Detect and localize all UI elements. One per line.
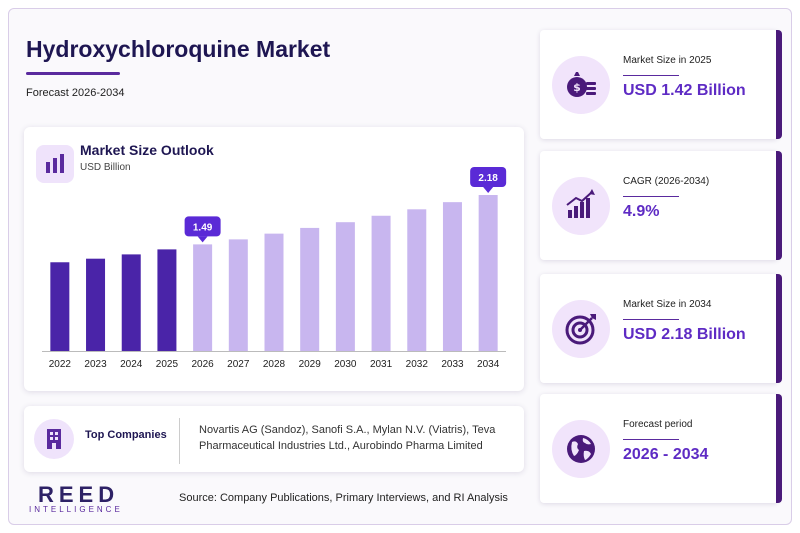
page-subtitle: Forecast 2026-2034 <box>26 87 125 99</box>
kpi-rule <box>623 196 679 197</box>
x-tick-label: 2024 <box>120 359 143 370</box>
x-tick-label: 2026 <box>191 359 214 370</box>
kpi-rule <box>623 439 679 440</box>
value-callout-2034: 2.18 <box>470 167 507 193</box>
x-tick-label: 2034 <box>477 359 500 370</box>
kpi-card-market-size-2025: $ Market Size in 2025 USD 1.42 Billion <box>540 30 782 139</box>
bar-2023 <box>86 258 106 351</box>
x-tick-label: 2025 <box>156 359 179 370</box>
kpi-label: Market Size in 2034 <box>623 299 712 310</box>
value-callout-2026: 1.49 <box>184 216 221 243</box>
kpi-rule <box>623 319 679 320</box>
bar-chart: 2022 2023 2024 2025 2026 2027 2028 2029 2030 2031… <box>42 167 507 370</box>
kpi-label: Forecast period <box>623 419 693 430</box>
bar-2030 <box>335 222 355 351</box>
chart-title: Market Size Outlook <box>80 142 214 158</box>
kpi-card-market-size-2034: Market Size in 2034 USD 2.18 Billion <box>540 274 782 383</box>
kpi-value: 2026 - 2034 <box>623 446 709 463</box>
x-tick-label: 2022 <box>49 359 72 370</box>
top-companies-label: Top Companies <box>85 429 167 441</box>
globe-icon <box>552 420 610 478</box>
x-tick-label: 2027 <box>227 359 250 370</box>
brand-logo: REED <box>38 482 120 507</box>
money-bag-icon: $ <box>552 56 610 114</box>
target-icon <box>552 300 610 358</box>
kpi-value: USD 1.42 Billion <box>623 82 746 99</box>
bar-2032 <box>407 209 427 351</box>
kpi-card-cagr: CAGR (2026-2034) 4.9% <box>540 151 782 260</box>
top-companies-card: Top Companies Novartis AG (Sandoz), Sano… <box>24 406 524 472</box>
bar-2024 <box>121 254 141 351</box>
data-label: 1.49 <box>193 222 213 233</box>
building-icon <box>34 419 74 459</box>
brand-tagline: INTELLIGENCE <box>29 505 123 514</box>
bar-2029 <box>300 227 320 351</box>
bar-2031 <box>371 215 391 351</box>
chart-card: Market Size Outlook USD Billion 2022 2023… <box>24 127 524 391</box>
kpi-label: Market Size in 2025 <box>623 55 712 66</box>
x-tick-label: 2028 <box>263 359 286 370</box>
top-companies-list: Novartis AG (Sandoz), Sanofi S.A., Mylan… <box>199 424 496 452</box>
bar-chart-icon <box>36 145 74 183</box>
divider <box>179 418 180 464</box>
x-tick-label: 2031 <box>370 359 393 370</box>
svg-text:$: $ <box>573 81 581 94</box>
x-tick-label: 2032 <box>406 359 429 370</box>
bar-2028 <box>264 233 284 351</box>
x-tick-label: 2029 <box>299 359 322 370</box>
x-tick-label: 2023 <box>84 359 107 370</box>
x-tick-label: 2030 <box>334 359 357 370</box>
bar-2025 <box>157 249 177 351</box>
bar-2027 <box>228 239 248 351</box>
kpi-value: USD 2.18 Billion <box>623 326 746 343</box>
kpi-rule <box>623 75 679 76</box>
data-label: 2.18 <box>478 173 498 184</box>
bar-2026 <box>193 244 213 351</box>
title-underline <box>26 72 120 75</box>
x-tick-label: 2033 <box>441 359 464 370</box>
page-title: Hydroxychloroquine Market <box>26 36 331 62</box>
kpi-label: CAGR (2026-2034) <box>623 176 710 187</box>
growth-chart-icon <box>552 177 610 235</box>
bar-2022 <box>50 262 70 351</box>
kpi-card-forecast-period: Forecast period 2026 - 2034 <box>540 394 782 503</box>
chart-unit-label: USD Billion <box>80 162 131 173</box>
bar-2033 <box>442 202 462 351</box>
bar-2034 <box>478 195 498 351</box>
kpi-value: 4.9% <box>623 203 660 220</box>
source-note: Source: Company Publications, Primary In… <box>179 492 508 504</box>
